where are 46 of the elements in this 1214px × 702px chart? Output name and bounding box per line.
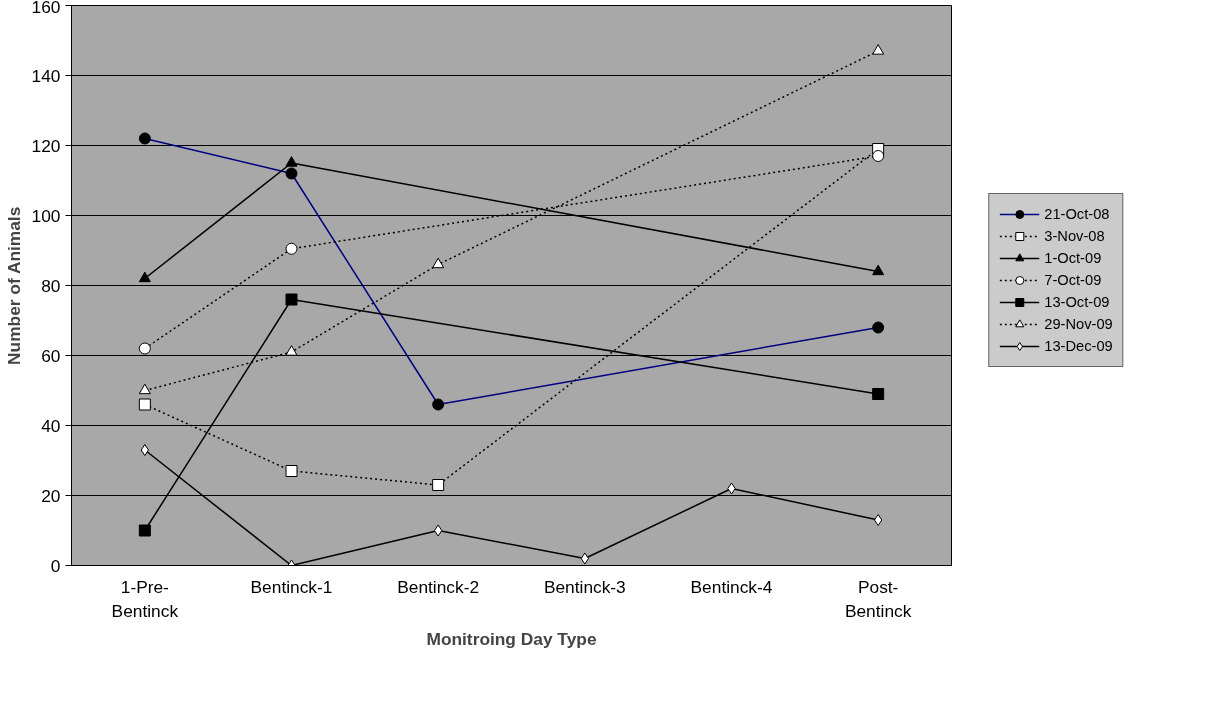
y-tick-label: 60 (41, 345, 61, 366)
y-tick-label: 80 (41, 275, 61, 296)
point (872, 44, 885, 55)
point (285, 293, 298, 306)
x-axis-title: Monitroing Day Type (426, 628, 597, 649)
legend-label: 21-Oct-08 (1044, 205, 1110, 222)
point (432, 479, 445, 491)
legend-label: 13-Dec-09 (1044, 337, 1113, 354)
y-tick-label: 140 (31, 65, 61, 86)
y-axis-title: Number of Animals (3, 206, 24, 365)
x-tick-label: Bentinck-4 (690, 576, 773, 597)
legend-label: 3-Nov-08 (1044, 227, 1105, 244)
y-tick-label: 100 (31, 205, 61, 226)
point (874, 514, 883, 526)
legend-label: 13-Oct-09 (1044, 293, 1110, 310)
legend-label: 1-Oct-09 (1044, 249, 1102, 266)
y-tick-label: 40 (41, 415, 61, 436)
point (138, 383, 151, 395)
point (138, 132, 151, 145)
point (140, 444, 149, 456)
y-tick-label: 160 (31, 0, 61, 17)
x-tick-label: Bentinck-3 (543, 576, 626, 597)
legend-label: 7-Oct-09 (1044, 271, 1102, 288)
legend-label: 29-Nov-09 (1044, 315, 1113, 332)
point (285, 242, 298, 255)
point (872, 321, 885, 334)
point (285, 345, 298, 356)
y-tick-label: 20 (41, 485, 61, 506)
point (138, 524, 151, 537)
point (872, 388, 885, 400)
y-tick-label: 120 (31, 135, 61, 156)
point (872, 264, 885, 276)
x-tick-label: 1-Pre- Bentinck (111, 576, 179, 621)
point (432, 398, 445, 411)
point (285, 167, 298, 180)
point (285, 465, 298, 477)
x-tick-label: Bentinck-1 (250, 576, 333, 597)
x-tick-label: Post- Bentinck (844, 576, 912, 621)
x-tick-label: Bentinck-2 (397, 576, 480, 597)
point (138, 271, 151, 283)
point (285, 156, 298, 167)
y-tick-label: 0 (50, 555, 61, 576)
point (138, 398, 151, 411)
point (872, 150, 885, 162)
point (138, 342, 151, 355)
point (432, 257, 445, 269)
